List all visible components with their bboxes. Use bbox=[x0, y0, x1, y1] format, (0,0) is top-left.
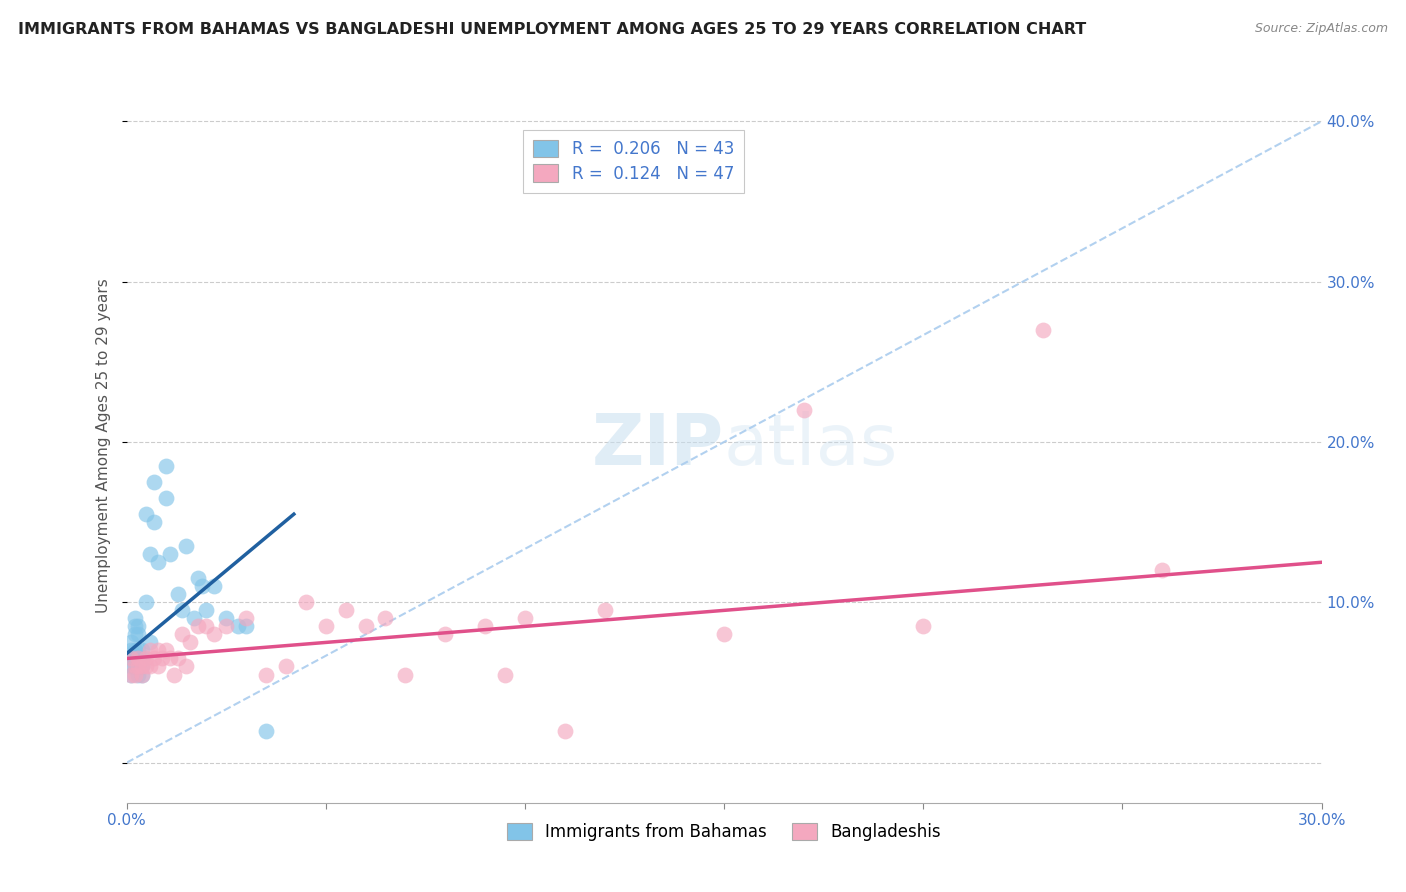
Point bbox=[315, 619, 337, 633]
Point bbox=[254, 667, 277, 681]
Point bbox=[139, 635, 162, 649]
Point bbox=[127, 619, 149, 633]
Point bbox=[554, 723, 576, 738]
Point bbox=[174, 539, 197, 553]
Point bbox=[195, 619, 218, 633]
Point bbox=[187, 571, 209, 585]
Point bbox=[713, 627, 735, 641]
Point bbox=[135, 595, 157, 609]
Point bbox=[143, 475, 166, 489]
Point bbox=[159, 547, 181, 561]
Point bbox=[155, 491, 177, 505]
Point bbox=[1032, 323, 1054, 337]
Point bbox=[172, 627, 194, 641]
Point bbox=[139, 659, 162, 673]
Point bbox=[143, 515, 166, 529]
Point bbox=[202, 579, 225, 593]
Point bbox=[374, 611, 396, 625]
Point bbox=[434, 627, 457, 641]
Point bbox=[127, 659, 149, 673]
Point bbox=[195, 603, 218, 617]
Point bbox=[155, 458, 177, 473]
Point bbox=[131, 667, 153, 681]
Point bbox=[131, 643, 153, 657]
Point bbox=[143, 651, 166, 665]
Point bbox=[120, 651, 142, 665]
Point bbox=[148, 643, 170, 657]
Point bbox=[120, 635, 142, 649]
Text: ZIP: ZIP bbox=[592, 411, 724, 481]
Point bbox=[124, 627, 146, 641]
Point bbox=[127, 643, 149, 657]
Point bbox=[148, 659, 170, 673]
Point bbox=[235, 611, 257, 625]
Point bbox=[187, 619, 209, 633]
Point bbox=[120, 667, 142, 681]
Point bbox=[148, 555, 170, 569]
Point bbox=[191, 579, 214, 593]
Point bbox=[127, 627, 149, 641]
Point bbox=[494, 667, 516, 681]
Point bbox=[120, 659, 142, 673]
Legend: Immigrants from Bahamas, Bangladeshis: Immigrants from Bahamas, Bangladeshis bbox=[501, 816, 948, 848]
Point bbox=[139, 547, 162, 561]
Point bbox=[235, 619, 257, 633]
Point bbox=[174, 659, 197, 673]
Point bbox=[354, 619, 377, 633]
Point bbox=[120, 667, 142, 681]
Text: Source: ZipAtlas.com: Source: ZipAtlas.com bbox=[1254, 22, 1388, 36]
Text: atlas: atlas bbox=[724, 411, 898, 481]
Point bbox=[131, 659, 153, 673]
Point bbox=[167, 651, 190, 665]
Point bbox=[167, 587, 190, 601]
Point bbox=[131, 651, 153, 665]
Point bbox=[159, 651, 181, 665]
Point bbox=[335, 603, 357, 617]
Point bbox=[155, 643, 177, 657]
Point bbox=[124, 651, 146, 665]
Point bbox=[912, 619, 935, 633]
Point bbox=[183, 611, 205, 625]
Point bbox=[215, 611, 238, 625]
Point bbox=[120, 643, 142, 657]
Point bbox=[124, 667, 146, 681]
Point bbox=[135, 651, 157, 665]
Point bbox=[215, 619, 238, 633]
Point bbox=[124, 643, 146, 657]
Point bbox=[294, 595, 316, 609]
Point bbox=[124, 659, 146, 673]
Point bbox=[139, 643, 162, 657]
Point bbox=[124, 611, 146, 625]
Point bbox=[172, 603, 194, 617]
Point bbox=[163, 667, 186, 681]
Point bbox=[793, 403, 815, 417]
Point bbox=[1152, 563, 1174, 577]
Point bbox=[593, 603, 616, 617]
Point bbox=[120, 651, 142, 665]
Point bbox=[127, 651, 149, 665]
Point bbox=[124, 619, 146, 633]
Point bbox=[254, 723, 277, 738]
Point bbox=[226, 619, 249, 633]
Point bbox=[274, 659, 297, 673]
Point bbox=[474, 619, 496, 633]
Point bbox=[131, 659, 153, 673]
Point bbox=[394, 667, 416, 681]
Point bbox=[202, 627, 225, 641]
Point bbox=[131, 667, 153, 681]
Point bbox=[513, 611, 536, 625]
Point bbox=[179, 635, 201, 649]
Point bbox=[124, 659, 146, 673]
Y-axis label: Unemployment Among Ages 25 to 29 years: Unemployment Among Ages 25 to 29 years bbox=[96, 278, 111, 614]
Point bbox=[127, 667, 149, 681]
Point bbox=[127, 651, 149, 665]
Point bbox=[135, 659, 157, 673]
Point bbox=[135, 507, 157, 521]
Point bbox=[150, 651, 174, 665]
Point bbox=[127, 659, 149, 673]
Text: IMMIGRANTS FROM BAHAMAS VS BANGLADESHI UNEMPLOYMENT AMONG AGES 25 TO 29 YEARS CO: IMMIGRANTS FROM BAHAMAS VS BANGLADESHI U… bbox=[18, 22, 1087, 37]
